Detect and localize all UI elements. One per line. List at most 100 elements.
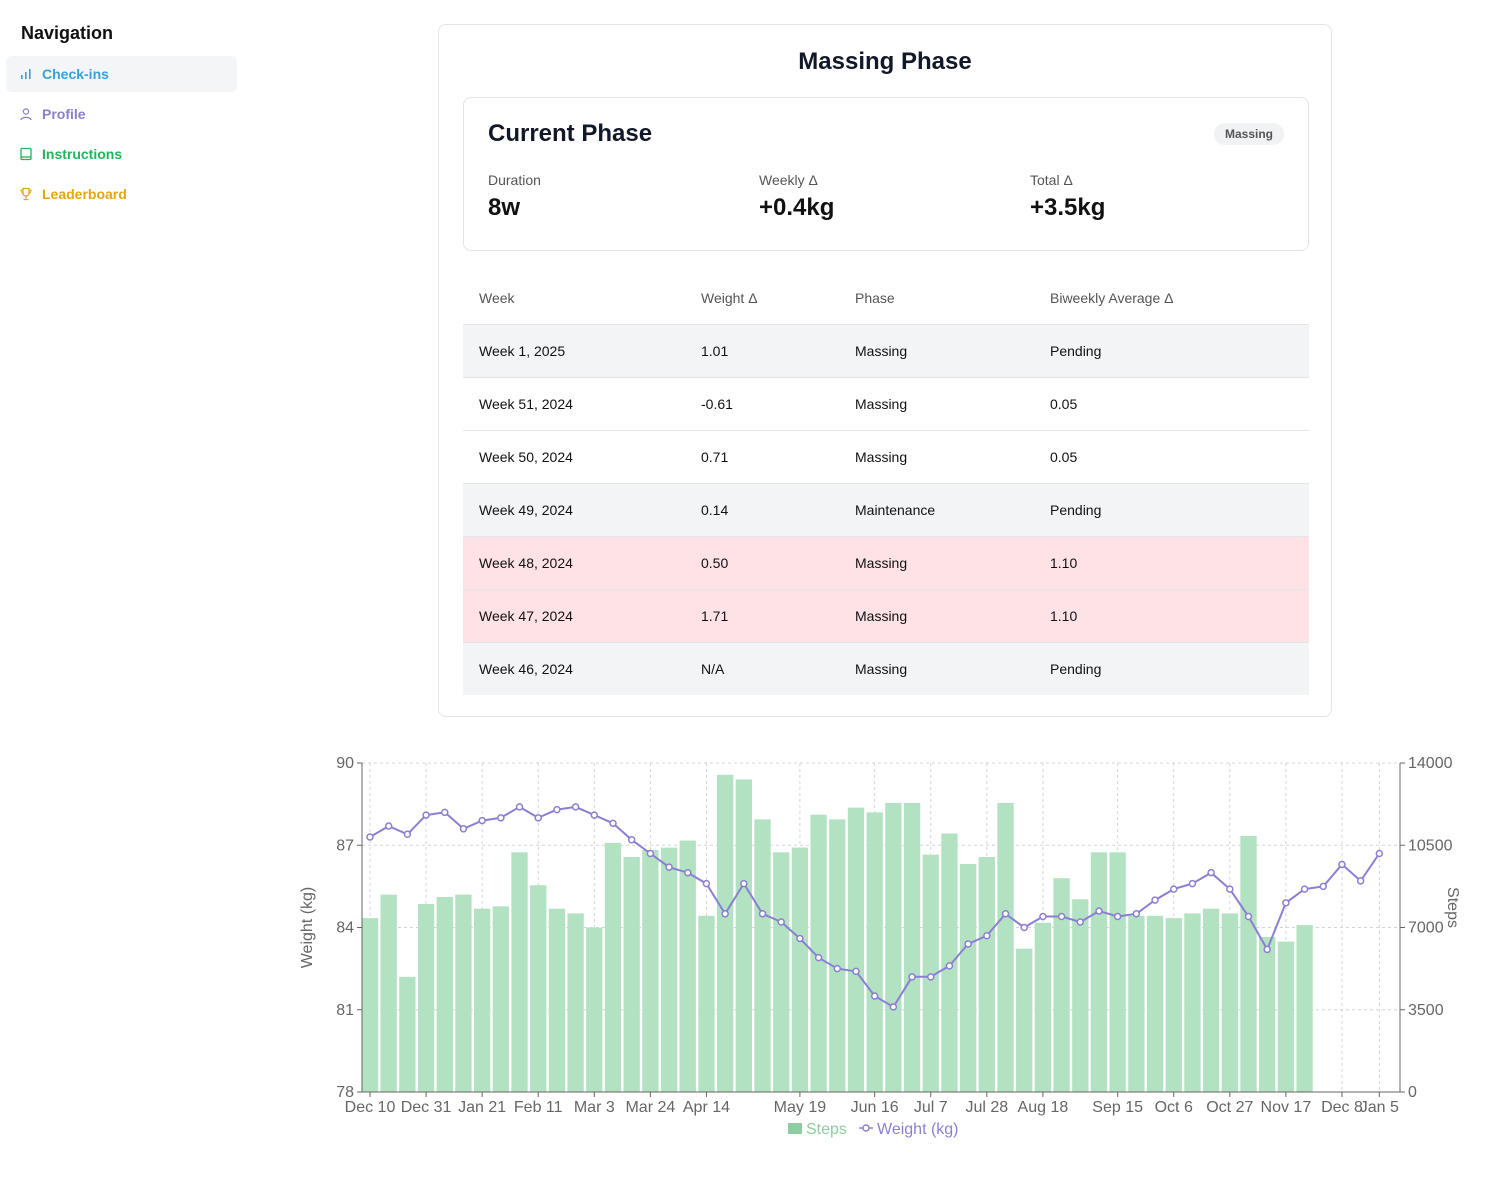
cell-weight-delta: N/A	[685, 642, 839, 695]
x-tick-label: Oct 27	[1206, 1099, 1253, 1116]
column-header-biweekly-average: Biweekly Average Δ	[1034, 272, 1309, 325]
steps-bar	[679, 840, 696, 1092]
steps-bar	[1128, 915, 1145, 1092]
trophy-icon	[18, 186, 34, 202]
cell-week: Week 50, 2024	[463, 430, 685, 484]
weight-point	[515, 803, 524, 811]
steps-bar	[623, 857, 640, 1092]
steps-bar	[1277, 941, 1295, 1092]
sidebar-item-label: Profile	[42, 106, 86, 122]
cell-week: Week 49, 2024	[463, 483, 685, 537]
sidebar-item-leaderboard[interactable]: Leaderboard	[6, 176, 237, 212]
cell-week: Week 48, 2024	[463, 536, 685, 590]
steps-bar	[511, 852, 528, 1092]
cell-biweekly-average: Pending	[1034, 483, 1309, 537]
weight-point	[983, 931, 991, 940]
x-tick-label: May 19	[774, 1099, 827, 1116]
steps-bar	[548, 908, 566, 1092]
column-header-week: Week	[463, 272, 685, 325]
weight-point	[889, 1003, 898, 1011]
weight-point	[665, 863, 673, 871]
stat-value: 8w	[488, 194, 521, 221]
legend-weight-marker	[862, 1124, 870, 1132]
x-tick-label: Mar 3	[574, 1099, 615, 1116]
weight-point	[1132, 910, 1141, 918]
steps-bar	[530, 885, 547, 1092]
weight-point	[758, 910, 767, 918]
steps-bar	[1259, 936, 1276, 1092]
weight-point	[571, 803, 580, 811]
steps-bar	[997, 802, 1014, 1092]
steps-bar	[773, 852, 790, 1092]
x-tick-label: Sep 15	[1092, 1099, 1143, 1116]
x-tick-label: Aug 18	[1018, 1099, 1069, 1116]
cell-biweekly-average: 1.10	[1034, 536, 1309, 590]
weight-point	[403, 830, 412, 839]
cell-phase: Massing	[839, 536, 1034, 590]
weight-point	[852, 967, 860, 976]
legend-steps-label: Steps	[806, 1121, 847, 1138]
weight-point	[1319, 882, 1328, 891]
y-right-tick-label: 0	[1408, 1084, 1417, 1101]
steps-bar	[1184, 913, 1201, 1092]
weight-point	[814, 953, 823, 962]
table-row: Week 46, 2024 N/A Massing Pending	[463, 642, 1309, 695]
weight-point	[422, 811, 430, 819]
weight-point	[1263, 945, 1271, 954]
steps-bar	[716, 774, 734, 1092]
cell-week: Week 1, 2025	[463, 324, 685, 378]
steps-bar	[791, 847, 809, 1092]
sidebar-item-label: Instructions	[42, 146, 123, 162]
x-tick-label: Jun 16	[851, 1099, 899, 1116]
stat-label: Total Δ	[1030, 172, 1073, 188]
steps-bar	[436, 896, 453, 1092]
weight-point	[796, 934, 804, 943]
weight-point	[553, 805, 561, 814]
sidebar-item-label: Check-ins	[42, 66, 109, 82]
column-header-phase: Phase	[839, 272, 1034, 325]
steps-bar	[417, 904, 435, 1092]
sidebar-item-instructions[interactable]: Instructions	[6, 136, 237, 172]
table-row: Week 48, 2024 0.50 Massing 1.10	[463, 536, 1309, 590]
sidebar-item-check-ins[interactable]: Check-ins	[6, 56, 237, 92]
weight-point	[1188, 879, 1197, 888]
weight-point	[384, 822, 393, 830]
book-icon	[18, 146, 34, 162]
cell-weight-delta: 1.01	[685, 324, 839, 378]
weight-point	[684, 868, 692, 877]
steps-bar	[660, 847, 678, 1092]
steps-bar	[1072, 899, 1089, 1092]
weight-point	[1113, 912, 1122, 921]
weight-point	[908, 973, 916, 981]
steps-bar	[361, 918, 379, 1092]
steps-bar	[978, 857, 995, 1092]
cell-biweekly-average: 0.05	[1034, 430, 1309, 484]
cell-biweekly-average: 0.05	[1034, 377, 1309, 431]
weight-point	[1356, 877, 1365, 885]
table-header-row: Week Weight Δ Phase Biweekly Average Δ	[463, 272, 1309, 325]
steps-bar	[829, 819, 846, 1092]
x-tick-label: Oct 6	[1155, 1099, 1193, 1116]
x-tick-label: Apr 14	[683, 1099, 730, 1116]
cell-phase: Massing	[839, 377, 1034, 431]
weight-point	[1151, 896, 1159, 904]
cell-week: Week 46, 2024	[463, 642, 685, 695]
weight-point	[1207, 868, 1215, 877]
steps-bar	[604, 842, 622, 1092]
steps-bar	[847, 807, 865, 1092]
weight-point	[1076, 918, 1085, 926]
table-row: Week 47, 2024 1.71 Massing 1.10	[463, 589, 1309, 643]
weight-point	[646, 849, 655, 858]
steps-bar	[399, 976, 416, 1092]
y-left-tick-label: 78	[336, 1084, 354, 1101]
cell-weight-delta: 0.50	[685, 536, 839, 590]
weight-point	[1001, 910, 1010, 918]
cell-phase: Maintenance	[839, 483, 1034, 537]
weight-point	[366, 833, 374, 841]
steps-bar	[380, 894, 397, 1092]
sidebar-item-profile[interactable]: Profile	[6, 96, 237, 132]
weight-point	[1057, 912, 1066, 921]
steps-bar	[586, 927, 603, 1092]
steps-bar	[1202, 908, 1220, 1092]
weight-steps-chart: 78 81 84 87 90 0 3500 7000 10500 14000 Dec 10 Dec 3…	[299, 755, 1461, 1138]
